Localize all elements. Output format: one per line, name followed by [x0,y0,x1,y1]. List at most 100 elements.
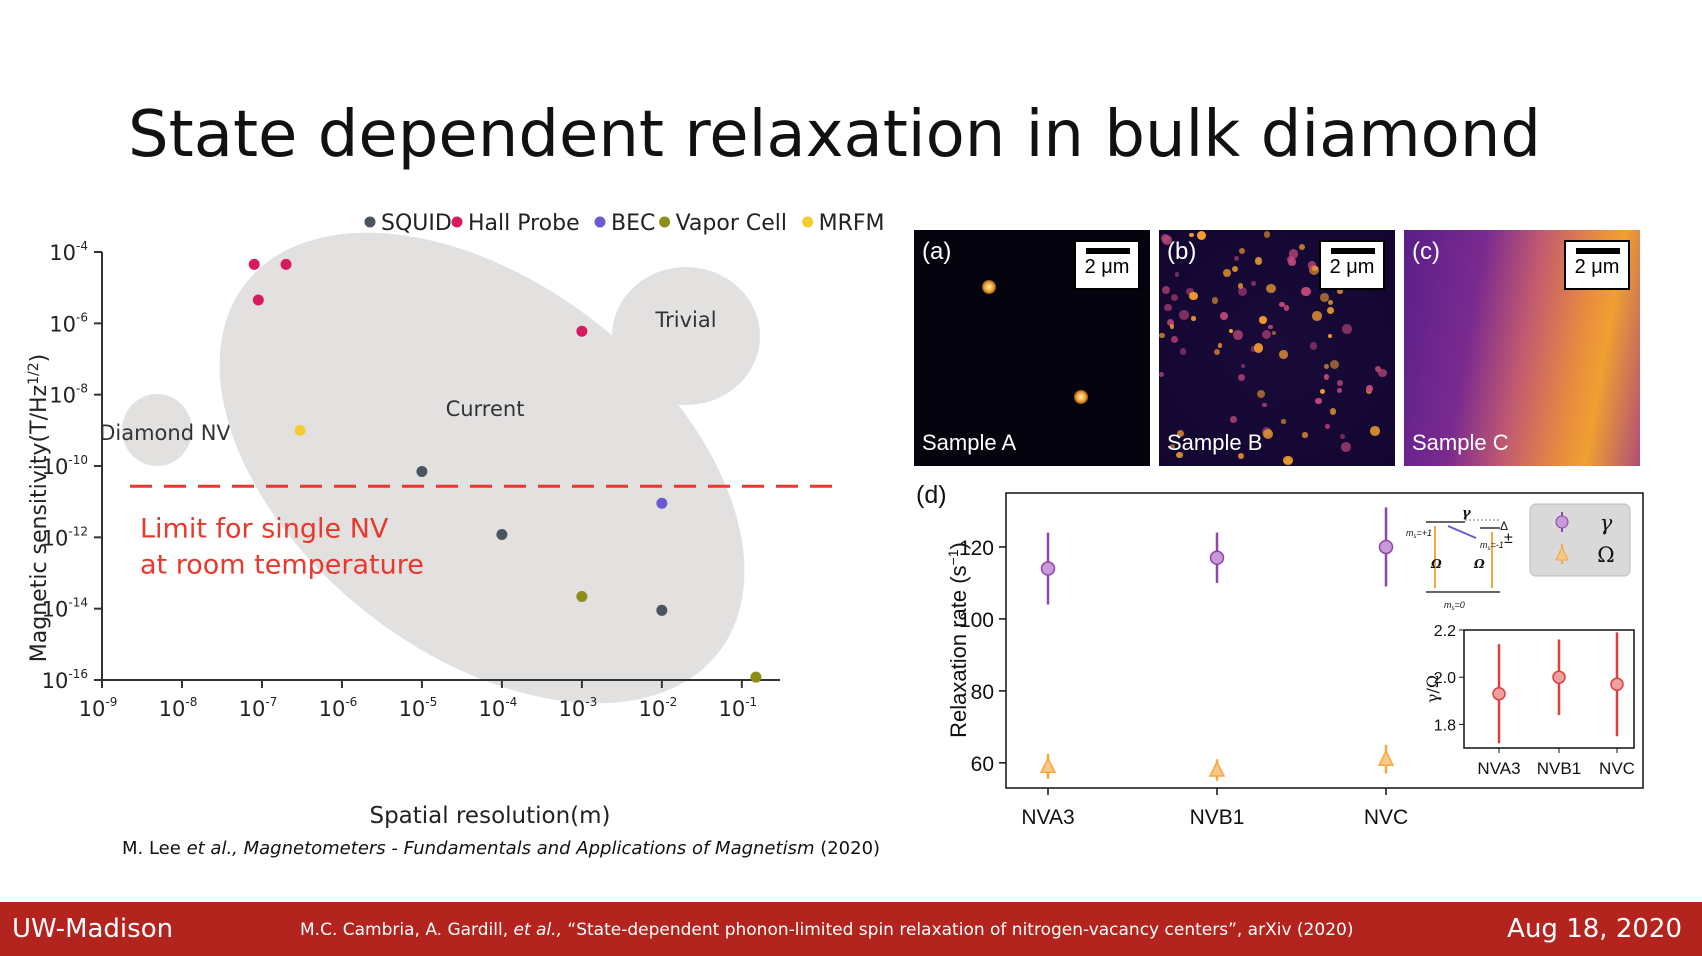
y-tick-label: 10-16 [42,667,88,693]
diagram-gamma: γ [1462,506,1472,521]
y-tick-exponent: -8 [76,382,88,396]
micrograph-a-sample: Sample A [922,430,1017,455]
nv-spot [1237,286,1247,296]
point-gamma [1209,550,1225,566]
nv-spot [1250,346,1257,352]
diagram-mzero: ms=0 [1444,600,1465,612]
diagram-s: s [1488,546,1491,552]
legend-label: Hall Probe [468,211,580,236]
nv-spot [1232,266,1239,273]
nv-spot [1299,244,1306,251]
nv-spot [1189,232,1195,238]
point-mrfm [294,424,306,436]
x-tick-label: 10-8 [159,695,198,721]
nv-spot [1179,310,1190,321]
y-tick-exponent: -6 [76,310,88,324]
y-tick-exponent: -10 [68,453,88,467]
y-tick-base: 10 [42,669,69,693]
region-label-diamond-nv: Diamond NV [99,421,231,445]
nv-spot [1176,451,1183,459]
legend-box [1529,503,1631,577]
nv-spot [1378,368,1387,378]
legend-omega-label: Ω [1597,543,1614,567]
inset-y-tick-label: 1.8 [1434,717,1456,734]
y-tick-label: 10-4 [49,239,88,265]
y-tick-label: 10-10 [42,453,88,479]
region-diamond-nv [122,394,192,466]
nv-spot [1279,301,1285,307]
x-tick-exponent: -7 [265,695,277,709]
nv-spot [1286,256,1294,264]
nv-spot [1176,430,1184,438]
inset-y-tick-label: 2.0 [1434,670,1456,687]
nv-spot [1272,331,1277,336]
diagram-delta: Δ [1500,519,1508,533]
nv-spot [1307,261,1317,270]
nv-spot [1283,455,1293,466]
y-tick-label: 80 [971,681,994,704]
legend-gamma-marker [1555,515,1569,529]
point-hall-probe [280,258,292,270]
micrograph-b-scale: 2 μm [1329,256,1375,278]
legend-label: MRFM [819,211,885,236]
x-tick-exponent: -9 [105,695,117,709]
nv-spot [1160,234,1169,243]
nv-spot [1253,343,1264,353]
diagram-mzero-val: =0 [1455,600,1465,610]
micrograph-b-panel: (b) [1167,238,1197,265]
footer-citation-authors: M.C. Cambria, A. Gardill, [300,920,514,940]
diagram-s: s [1414,534,1417,540]
legend-marker [594,216,606,228]
legend-marker [451,216,463,228]
nv-spot [1330,408,1337,415]
inset-point [1492,686,1506,701]
x-tick-base: 10 [239,697,266,721]
nv-spot [1262,402,1267,408]
left-citation-authors: M. Lee [122,838,187,859]
point-squid [416,466,428,478]
nv-spot [1164,303,1172,312]
left-citation-year: (2020) [814,838,881,859]
x-tick-base: 10 [319,697,346,721]
nv-spot [1279,350,1288,359]
y-tick-label: 10-14 [42,596,88,622]
relaxation-y-axis-label-sup: −1 [945,549,961,565]
micrograph-b: (b) Sample B 2 μm [1159,230,1395,466]
nv-spot [1230,416,1237,423]
y-tick-exponent: -4 [76,239,88,253]
x-tick-exponent: -3 [585,695,597,709]
y-tick-base: 10 [49,241,76,265]
micrograph-b-sample: Sample B [1167,430,1263,455]
nv-spot [1315,398,1322,405]
x-tick-exponent: -2 [665,695,677,709]
diagram-m: m [1406,528,1414,538]
y-tick-label: 120 [959,537,994,560]
footer-citation: M.C. Cambria, A. Gardill, et al., “State… [300,920,1353,940]
nv-spot [1170,444,1176,450]
nv-spot [1191,316,1196,321]
nv-spot [1238,452,1245,459]
diagram-mminus-val: =-1 [1491,540,1504,550]
nv-spot [1283,305,1290,311]
left-citation: M. Lee et al., Magnetometers - Fundament… [122,838,880,859]
x-tick-exponent: -1 [745,695,757,709]
nv-spot [1174,272,1180,277]
nv-spot [1255,257,1263,265]
gamma-arrow [1447,525,1477,539]
inset-y-axis-label: γ/Ω [1423,675,1442,703]
x-tick-exponent: -4 [505,695,517,709]
x-tick-base: 10 [479,697,506,721]
point-vapor-cell [576,590,588,602]
y-tick-label: 10-6 [49,310,88,336]
point-squid [496,529,508,541]
nv-spot [1170,335,1179,343]
nv-spot [1266,283,1276,294]
region-current [219,232,745,704]
inset-x-tick-label: NVA3 [1477,759,1520,778]
y-tick-base: 10 [42,526,69,550]
nv-spot [1281,419,1286,424]
point-hall-probe [252,294,264,306]
nv-spot [1337,379,1343,386]
left-citation-title: et al., Magnetometers - Fundamentals and… [186,838,815,859]
